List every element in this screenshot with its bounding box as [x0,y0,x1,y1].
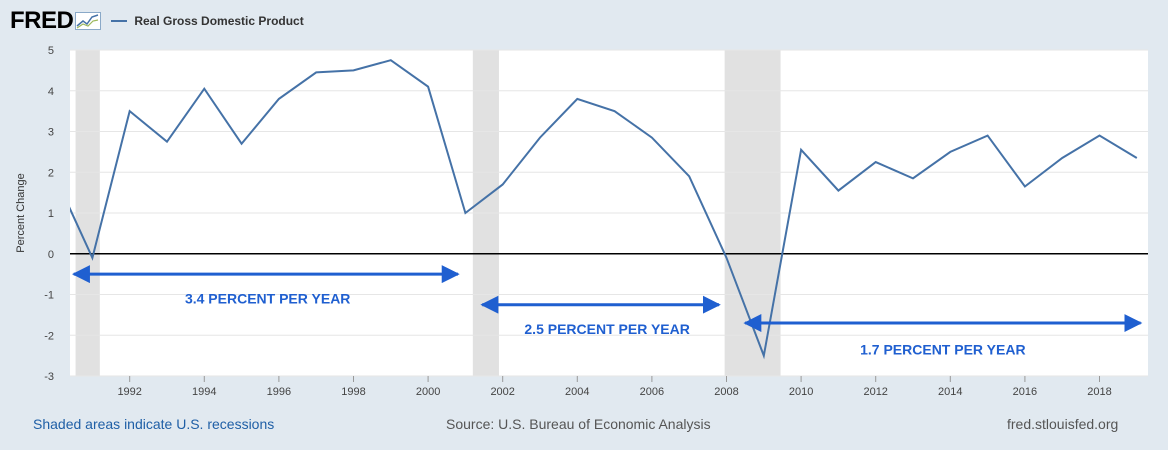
x-tick-label: 2006 [640,386,664,398]
x-tick-label: 2016 [1013,386,1037,398]
y-tick-label: 3 [48,127,54,139]
y-tick-label: 4 [48,86,54,98]
y-tick-label: -3 [44,371,54,383]
legend-label: Real Gross Domestic Product [134,14,304,28]
x-tick-label: 2012 [863,386,887,398]
y-tick-label: -2 [44,330,54,342]
fred-site-link[interactable]: fred.stlouisfed.org [1007,416,1119,432]
x-tick-label: 1994 [192,386,216,398]
recession-note: Shaded areas indicate U.S. recessions [33,416,275,432]
chart-footer: Shaded areas indicate U.S. recessions So… [0,414,1168,434]
annotation-label-1: 3.4 PERCENT PER YEAR [185,291,350,307]
x-tick-label: 2018 [1087,386,1111,398]
y-tick-label: 1 [48,208,54,220]
x-tick-label: 2010 [789,386,813,398]
source-note: Source: U.S. Bureau of Economic Analysis [446,416,711,432]
fred-logo[interactable]: FRED [10,7,74,34]
x-tick-label: 2014 [938,386,962,398]
y-tick-label: 2 [48,167,54,179]
x-tick-label: 1998 [341,386,365,398]
x-tick-label: 2008 [714,386,738,398]
legend-swatch [111,20,128,22]
gdp-line-chart: -3 -2 -1 0 1 2 3 4 5 1992 1994 1996 1998 2000 2002 2004… [15,45,1148,398]
x-tick-label: 2004 [565,386,589,398]
y-axis-title: Percent Change [15,173,27,253]
annotation-label-3: 1.7 PERCENT PER YEAR [860,342,1025,358]
chart-header: FRED Real Gross Domestic Product [10,6,304,36]
x-tick-label: 2002 [490,386,514,398]
y-tick-label: -1 [44,290,54,302]
annotation-label-2: 2.5 PERCENT PER YEAR [524,321,689,337]
x-tick-label: 1992 [117,386,141,398]
fred-logo-graph-icon [75,12,102,30]
y-tick-label: 5 [48,45,54,57]
y-tick-label: 0 [48,249,54,261]
x-tick-label: 1996 [267,386,291,398]
x-tick-label: 2000 [416,386,440,398]
series-line [70,59,1138,360]
